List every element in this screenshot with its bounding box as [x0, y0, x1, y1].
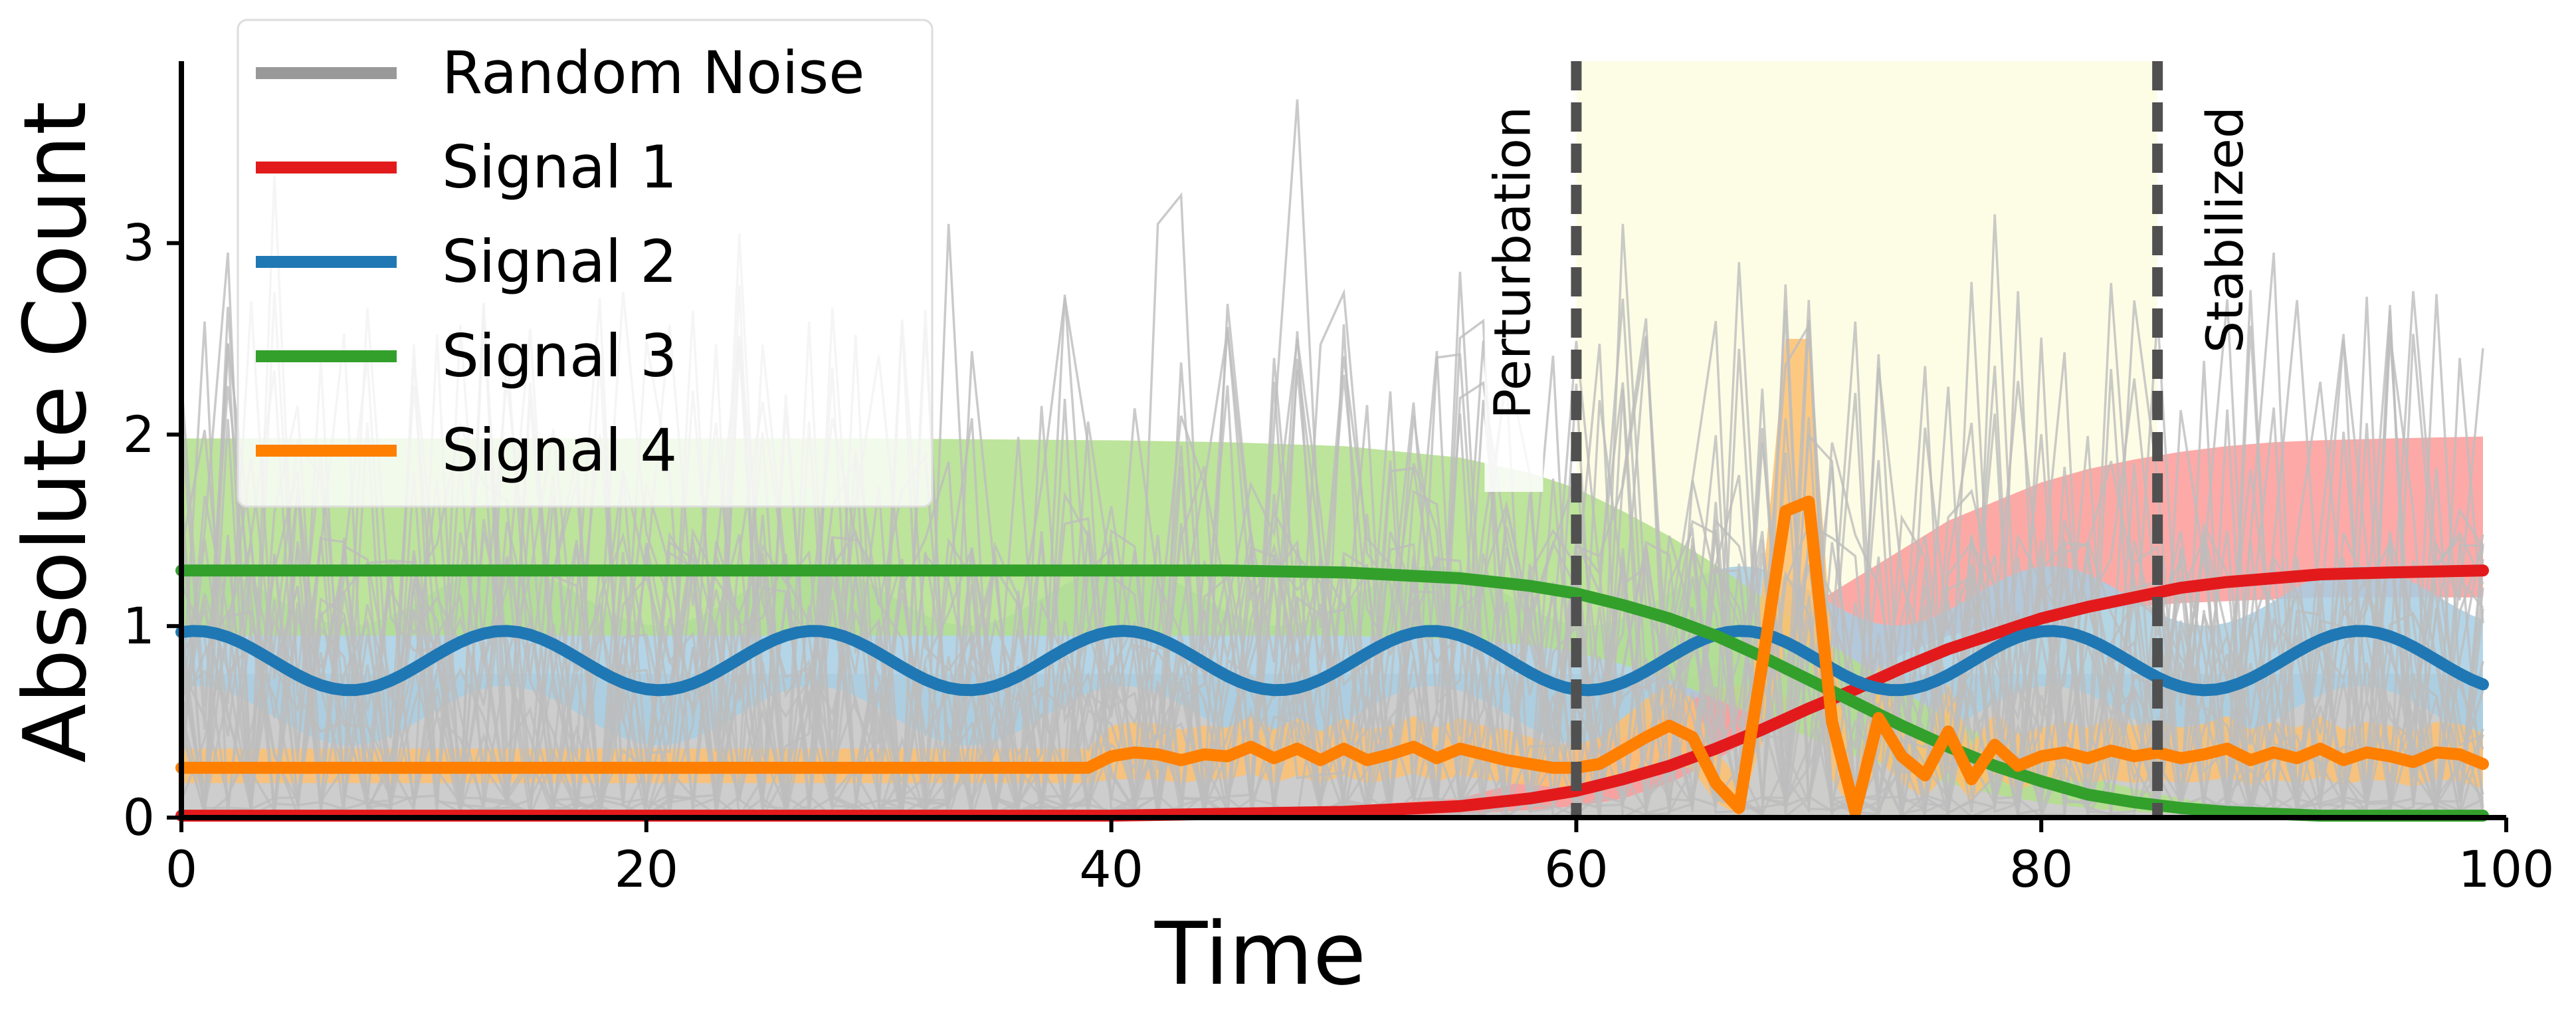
y-tick-label: 1	[123, 596, 155, 655]
y-axis-title: Absolute Count	[5, 101, 106, 763]
legend-label: Random Noise	[442, 39, 864, 107]
tick-layer: 0 20 40 60 80 100 0 1 2 3	[123, 213, 2555, 899]
y-tick-label: 0	[123, 788, 155, 847]
legend-label: Signal 1	[442, 133, 677, 201]
legend-box	[237, 19, 934, 508]
legend-label: Signal 4	[442, 416, 677, 485]
vline-label-stabilized: Stabilized	[2195, 106, 2254, 353]
line-signal-1	[175, 564, 2489, 822]
band-signal-1	[181, 436, 2483, 818]
noise-trace	[180, 300, 2484, 820]
x-axis-title: Time	[1154, 903, 1366, 1004]
legend: Random Noise Signal 1 Signal 2 Signal 3 Sign…	[237, 19, 934, 508]
y-tick-label: 2	[123, 405, 155, 464]
legend-label: Signal 3	[442, 322, 677, 390]
noise-trace	[180, 298, 2484, 818]
x-tick-label: 0	[165, 840, 197, 899]
line-signal-3	[175, 564, 2489, 822]
x-tick-label: 80	[2009, 840, 2074, 899]
y-tick-label: 3	[123, 213, 155, 273]
vline-label-bg	[1484, 100, 1543, 492]
x-tick-label: 60	[1544, 840, 1609, 899]
vline-label-perturbation: Perturbation	[1482, 106, 1541, 419]
x-tick-label: 100	[2458, 840, 2554, 899]
x-tick-label: 40	[1079, 840, 1143, 899]
axes	[179, 61, 2506, 820]
line-signal-4	[175, 495, 2489, 818]
noise-trace	[180, 297, 2484, 818]
x-tick-label: 20	[614, 840, 678, 899]
legend-label: Signal 2	[442, 227, 677, 296]
vertical-line-layer: Perturbation Stabilized	[1482, 61, 2254, 818]
signal-line-layer	[175, 495, 2489, 822]
noise-trace	[180, 307, 2484, 819]
line-signal-2	[175, 625, 2489, 697]
